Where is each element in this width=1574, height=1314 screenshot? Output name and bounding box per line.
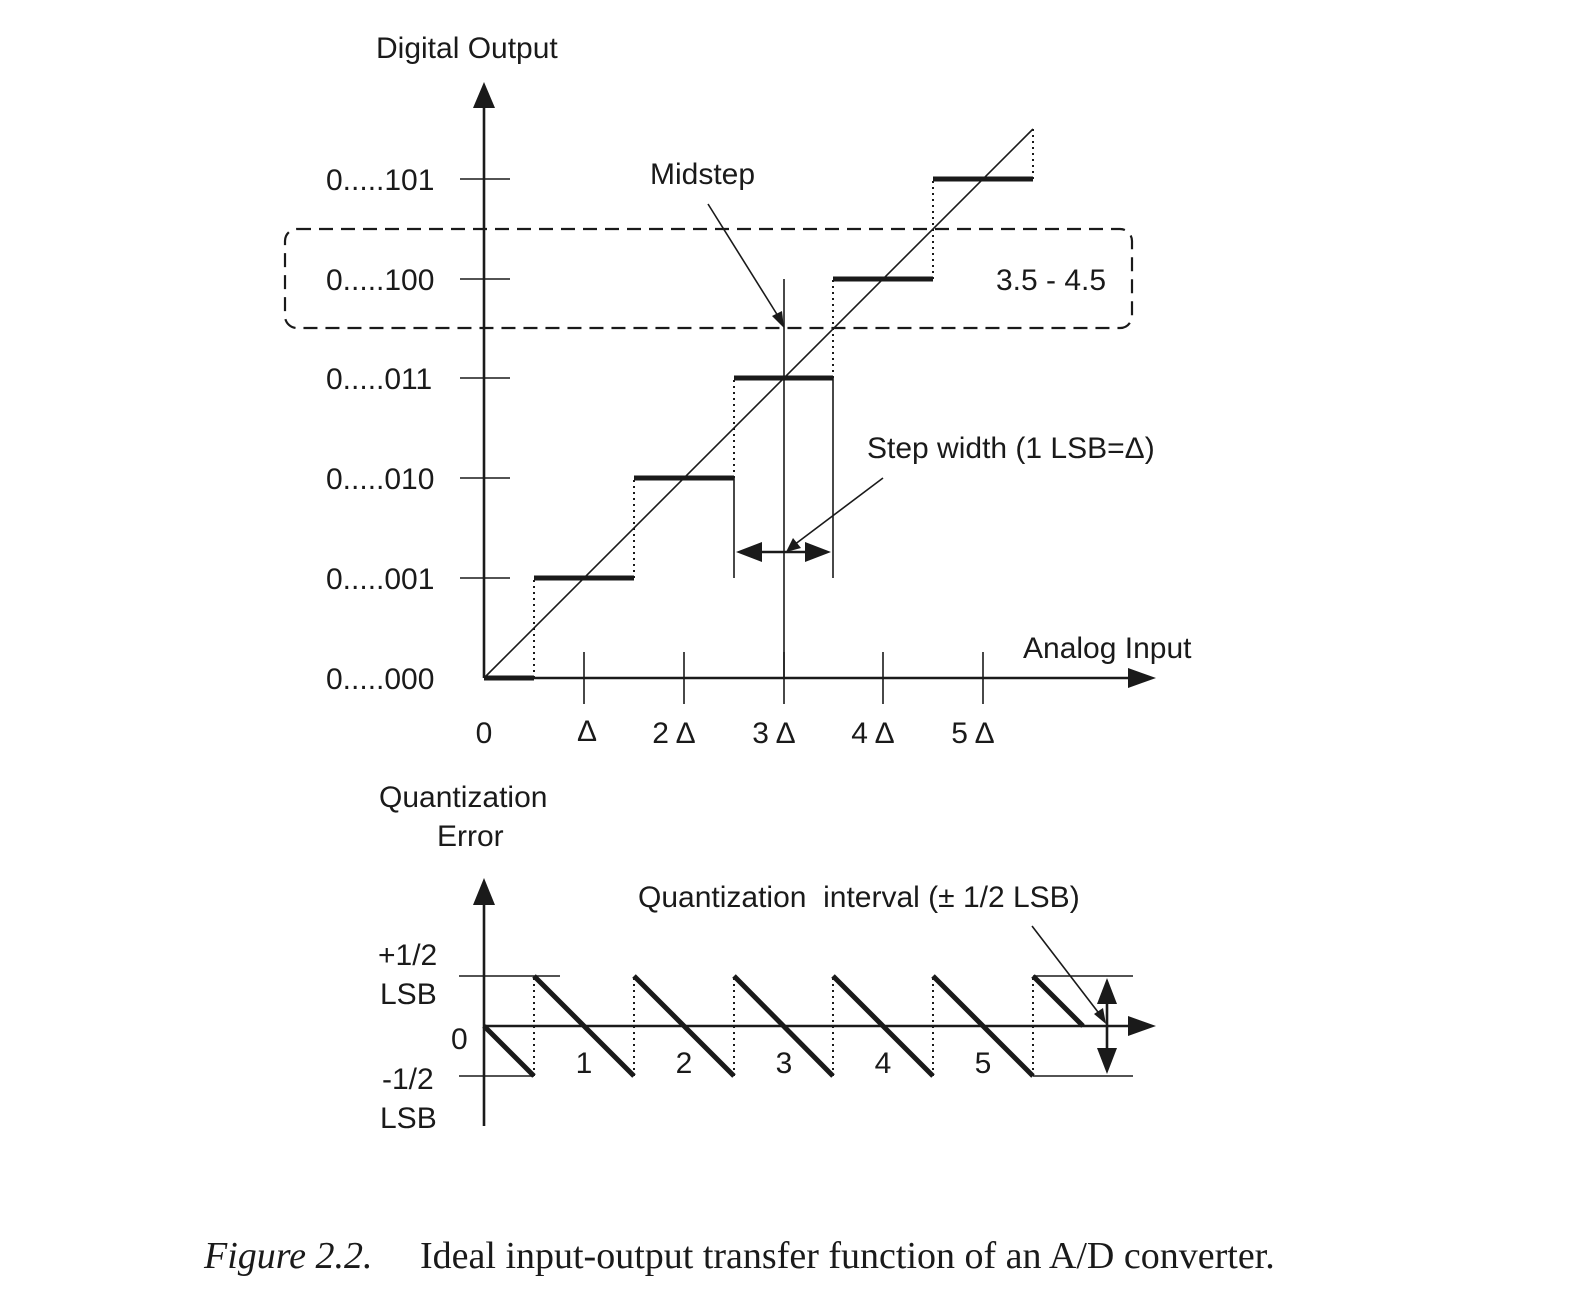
interval-label-4: 4 bbox=[875, 1047, 892, 1080]
quantization-error-plot: Quantization Error +1/2 LSB 0 -1/2 LSB bbox=[378, 781, 1156, 1135]
zero-error-label: 0 bbox=[451, 1023, 468, 1056]
range-dashed-box bbox=[283, 227, 1134, 330]
interval-annotation: Quantization interval (± 1/2 LSB) bbox=[638, 881, 1080, 914]
figure-caption: Figure 2.2. Ideal input-output transfer … bbox=[203, 1235, 1275, 1277]
error-axis-title-line2: Error bbox=[437, 820, 504, 853]
x-tick-label-1: Δ bbox=[577, 715, 597, 748]
step-width-arrow-right-icon bbox=[805, 542, 831, 562]
plus-half-lsb-label-line2: LSB bbox=[380, 978, 437, 1011]
sawtooth-segment-4 bbox=[831, 974, 935, 1078]
sawtooth bbox=[482, 974, 1085, 1078]
minus-half-lsb-label-line2: LSB bbox=[380, 1102, 437, 1135]
sawtooth-segment-5 bbox=[931, 974, 1035, 1078]
y-tick-label-100: 0.....100 bbox=[326, 264, 434, 297]
x-axis-title: Analog Input bbox=[1023, 632, 1192, 665]
x-tick-label-4: 4 Δ bbox=[851, 717, 894, 750]
error-x-axis-arrow-icon bbox=[1128, 1016, 1156, 1036]
sawtooth-segment-0 bbox=[482, 1024, 536, 1078]
sawtooth-segment-3 bbox=[732, 974, 835, 1078]
y-tick-label-000: 0.....000 bbox=[326, 663, 434, 696]
interval-label-3: 3 bbox=[776, 1047, 793, 1080]
minus-half-lsb-label-line1: -1/2 bbox=[382, 1063, 434, 1096]
midstep-pointer-arrow-icon bbox=[772, 311, 784, 328]
error-axis-title-line1: Quantization bbox=[379, 781, 547, 814]
y-tick-label-010: 0.....010 bbox=[326, 463, 434, 496]
y-tick-label-001: 0.....001 bbox=[326, 563, 434, 596]
x-tick-label-5: 5 Δ bbox=[951, 717, 994, 750]
y-ticks: 0.....000 0.....001 0.....010 0.....011 … bbox=[326, 164, 510, 696]
interval-label-1: 1 bbox=[576, 1047, 593, 1080]
transfer-function-plot: Digital Output Analog Input 0.....000 0.… bbox=[283, 32, 1192, 750]
midstep-pointer-line bbox=[707, 203, 779, 317]
step-width-label: Step width (1 LSB=Δ) bbox=[867, 432, 1155, 465]
interval-pointer-arrow-icon bbox=[1094, 1008, 1106, 1024]
x-ticks: 0 Δ 2 Δ 3 Δ 4 Δ 5 Δ bbox=[476, 652, 995, 750]
step-width-arrow-left-icon bbox=[736, 542, 762, 562]
interval-label-2: 2 bbox=[676, 1047, 693, 1080]
step-width-pointer-arrow-icon bbox=[786, 538, 801, 552]
ideal-transfer-line bbox=[483, 128, 1034, 679]
range-label: 3.5 - 4.5 bbox=[996, 264, 1106, 297]
y-tick-label-011: 0.....011 bbox=[326, 363, 432, 396]
plus-half-lsb-label-line1: +1/2 bbox=[378, 939, 437, 972]
sawtooth-segment-6 bbox=[1031, 974, 1085, 1028]
interval-arrow-down-icon bbox=[1097, 1048, 1117, 1074]
x-tick-label-0: 0 bbox=[476, 717, 493, 750]
midstep-label: Midstep bbox=[650, 158, 755, 191]
x-axis-arrow-icon bbox=[1128, 668, 1156, 688]
figure-label: Figure 2.2. bbox=[203, 1235, 373, 1277]
sawtooth-segment-2 bbox=[632, 974, 736, 1078]
y-axis-title: Digital Output bbox=[376, 32, 558, 65]
x-tick-label-2: 2 Δ bbox=[652, 717, 695, 750]
interval-label-5: 5 bbox=[975, 1047, 992, 1080]
y-axis-arrow-icon bbox=[473, 82, 495, 108]
sawtooth-segment-1 bbox=[532, 974, 636, 1078]
x-tick-label-3: 3 Δ bbox=[752, 717, 795, 750]
interval-arrow-up-icon bbox=[1097, 978, 1117, 1004]
interval-pointer-line bbox=[1031, 925, 1102, 1017]
y-tick-label-101: 0.....101 bbox=[326, 164, 434, 197]
staircase bbox=[484, 176, 1033, 681]
caption-text: Ideal input-output transfer function of … bbox=[420, 1235, 1275, 1277]
error-y-axis-arrow-icon bbox=[473, 878, 495, 905]
step-width-pointer-line bbox=[793, 477, 884, 546]
